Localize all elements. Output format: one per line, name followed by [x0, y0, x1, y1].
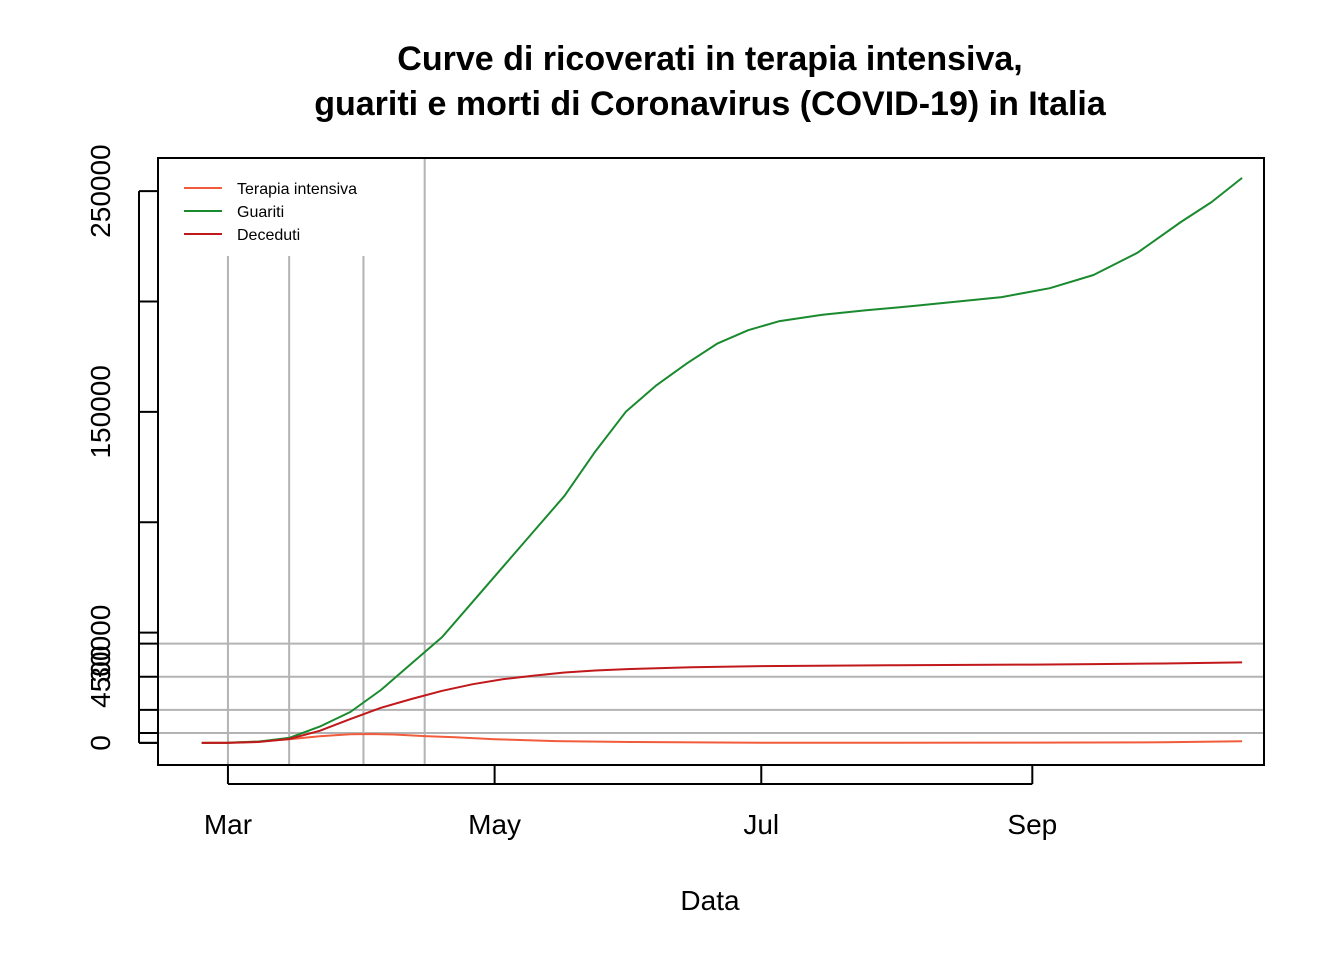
x-tick-label-1: May: [468, 809, 521, 840]
plot-frame: [157, 157, 1265, 766]
y-overlay-tick-label-3: 4500: [85, 646, 116, 708]
chart-title-line-1: Curve di ricoverati in terapia intensiva…: [397, 40, 1022, 78]
legend-label-2: Deceduti: [237, 227, 300, 244]
series-line-2: [201, 661, 1243, 744]
y-tick-label-3: 150000: [85, 365, 116, 458]
x-tick-label-2: Jul: [743, 809, 779, 840]
y-tick-label-5: 250000: [85, 144, 116, 237]
y-overlay-tick-label-4: 30000: [85, 605, 116, 683]
x-axis-title: Data: [680, 885, 740, 916]
legend-label-0: Terapia intensiva: [237, 181, 357, 198]
legend: Terapia intensiva Guariti Deceduti: [184, 181, 357, 244]
x-tick-label-0: Mar: [204, 809, 252, 840]
series-lines: [201, 177, 1243, 744]
legend-label-1: Guariti: [237, 204, 284, 221]
y-tick-label-0: 0: [85, 735, 116, 751]
series-line-0: [201, 733, 1243, 744]
gridlines: [158, 158, 1264, 765]
x-tick-label-3: Sep: [1007, 809, 1057, 840]
series-line-1: [201, 177, 1243, 744]
chart-title-line-2: guariti e morti di Coronavirus (COVID-19…: [314, 85, 1107, 123]
